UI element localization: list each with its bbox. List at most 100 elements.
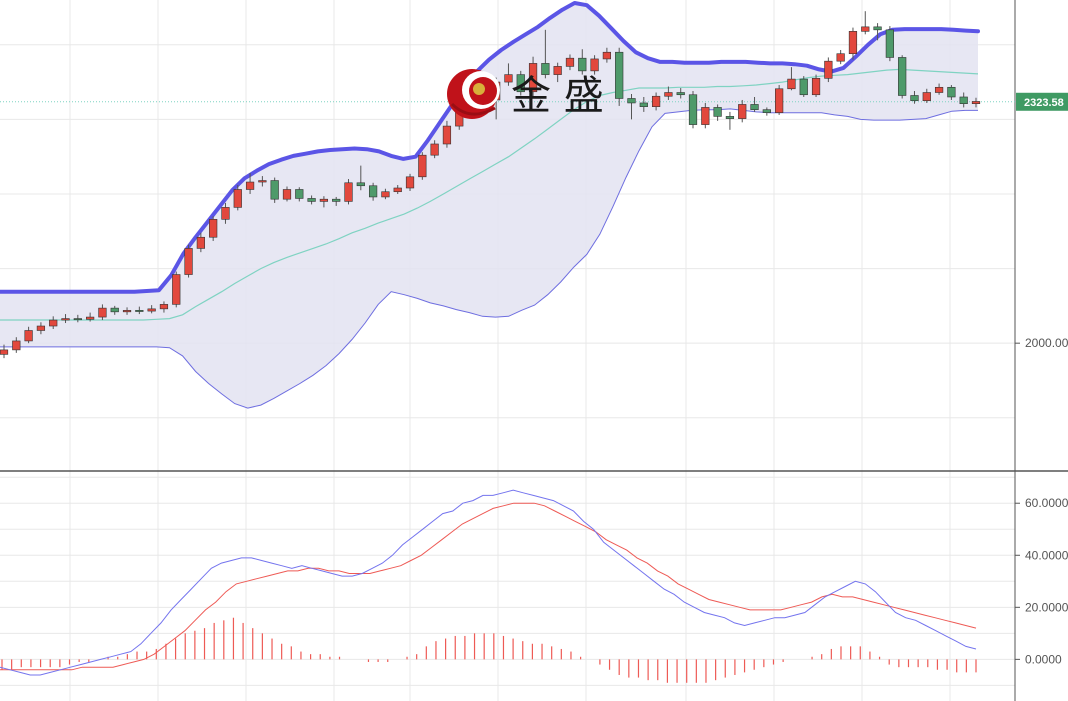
candle-body: [368, 185, 378, 198]
candle-body: [233, 189, 242, 208]
candle-body: [565, 57, 575, 67]
candle-body: [418, 154, 427, 178]
candle-body: [381, 191, 390, 198]
candle-body: [86, 316, 95, 320]
candle-body: [688, 94, 698, 125]
candle-body: [393, 187, 402, 193]
candle-body: [319, 198, 329, 202]
band-fill: [0, 3, 978, 409]
candle: [922, 88, 931, 103]
candle-body: [898, 57, 907, 96]
candle: [319, 196, 329, 208]
candle: [565, 54, 575, 71]
last-price-tag: [1016, 92, 1068, 111]
candle: [405, 173, 415, 191]
candle-body: [147, 308, 156, 312]
candle-body: [24, 330, 33, 342]
candle-body: [959, 96, 968, 104]
candle: [122, 307, 132, 315]
candle: [836, 49, 845, 65]
candle-body: [885, 29, 894, 58]
candle: [245, 173, 255, 194]
candle: [541, 29, 550, 79]
candle-body: [590, 58, 599, 72]
candle: [528, 56, 538, 97]
candle: [725, 111, 735, 130]
candle: [971, 97, 981, 108]
candle-body: [172, 274, 181, 305]
candle: [196, 232, 205, 253]
candle-body: [209, 219, 218, 238]
candle: [332, 196, 341, 206]
candle: [430, 140, 439, 159]
candle: [750, 96, 759, 112]
candle: [639, 96, 648, 112]
candle-body: [922, 92, 931, 102]
candle-body: [135, 310, 144, 312]
candle-body: [713, 107, 722, 117]
candle-body: [159, 304, 169, 310]
candle: [947, 85, 956, 100]
candle-body: [516, 74, 525, 93]
candle-body: [750, 104, 759, 110]
candle: [553, 62, 562, 83]
candle: [270, 177, 279, 203]
candle: [159, 301, 169, 313]
candle-body: [245, 181, 255, 190]
jinsheng-logo-icon: [447, 69, 500, 119]
candle-body: [258, 180, 267, 183]
candle-body: [504, 74, 513, 83]
candle: [738, 99, 747, 123]
candle-body: [122, 310, 132, 313]
candle-body: [405, 176, 415, 189]
candle-body: [615, 51, 624, 99]
candle: [221, 202, 230, 224]
candle: [861, 11, 870, 35]
candle-body: [873, 26, 882, 31]
candle-body: [676, 92, 685, 96]
candle: [590, 55, 599, 75]
candle: [233, 185, 242, 211]
candle: [258, 176, 267, 187]
candle-body: [947, 86, 956, 98]
candle-body: [775, 88, 784, 113]
bollinger-bands: [0, 1, 1015, 409]
candle-body: [295, 189, 304, 199]
candle: [602, 47, 612, 63]
candle: [184, 244, 193, 278]
candle-body: [639, 102, 648, 107]
candle-body: [307, 198, 316, 202]
candle-body: [602, 51, 612, 60]
candle-body: [824, 60, 833, 79]
candle: [61, 314, 70, 324]
candle-body: [799, 78, 808, 96]
macd-dea-line: [0, 502, 977, 671]
candle: [811, 74, 821, 97]
price-axis[interactable]: 2000.00 60.0000 40.0000 20.0000 0.0000 2323.5…: [1015, 92, 1068, 667]
candle: [282, 186, 292, 202]
candle-body: [787, 78, 796, 90]
candle-body: [971, 101, 981, 104]
candle: [578, 49, 587, 75]
candle-body: [282, 189, 292, 200]
candle: [688, 91, 698, 129]
macd-axis-tick-label: 60.0000: [1025, 496, 1068, 510]
last-price-label: 2323.58: [1024, 97, 1064, 109]
candle: [295, 187, 304, 202]
candle: [393, 185, 402, 194]
candle: [344, 179, 353, 205]
candle-body: [36, 325, 46, 331]
candle: [442, 120, 452, 148]
macd-dif-line: [0, 489, 977, 676]
candle-body: [270, 180, 279, 200]
candle: [73, 314, 82, 323]
candle-body: [221, 207, 230, 220]
watermark: 金 盛: [447, 69, 604, 119]
candle: [86, 312, 95, 322]
candle-body: [861, 26, 870, 32]
candle-body: [910, 95, 919, 102]
candle-body: [738, 104, 747, 119]
candle: [504, 63, 513, 86]
